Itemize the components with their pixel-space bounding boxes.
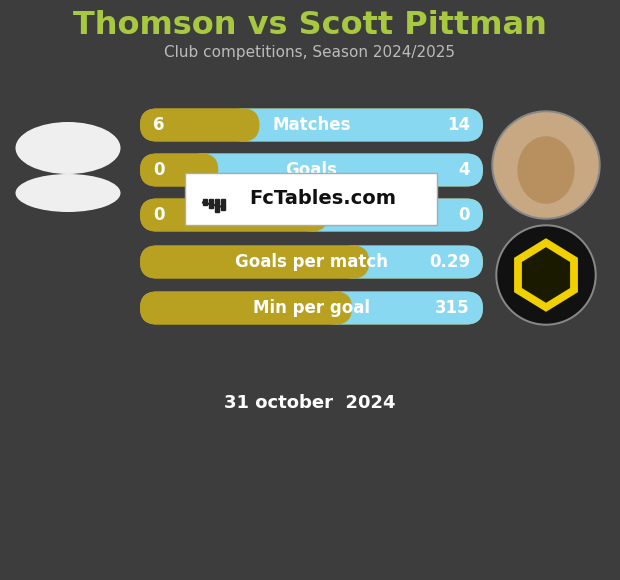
Text: 0.29: 0.29 [429,253,470,271]
FancyBboxPatch shape [226,108,483,142]
Polygon shape [515,239,577,311]
Text: 315: 315 [435,299,470,317]
Text: 4: 4 [458,161,470,179]
Text: FcTables.com: FcTables.com [249,190,397,208]
Polygon shape [523,248,569,302]
FancyBboxPatch shape [319,292,483,324]
Bar [209,199,213,208]
FancyBboxPatch shape [185,173,437,225]
Text: Goals: Goals [286,161,337,179]
FancyBboxPatch shape [185,154,483,187]
FancyBboxPatch shape [140,245,483,278]
FancyBboxPatch shape [295,198,483,231]
Ellipse shape [518,136,575,204]
Text: 0: 0 [153,206,164,224]
FancyBboxPatch shape [140,108,259,142]
Bar [221,199,225,209]
Text: Goals per match: Goals per match [235,253,388,271]
FancyBboxPatch shape [140,154,483,187]
Text: 0: 0 [459,206,470,224]
FancyBboxPatch shape [140,292,483,324]
FancyBboxPatch shape [140,198,483,231]
FancyBboxPatch shape [140,292,352,324]
Bar [203,199,207,205]
Text: Thomson vs Scott Pittman: Thomson vs Scott Pittman [73,9,547,41]
Ellipse shape [16,174,120,212]
Text: 14: 14 [447,116,470,134]
Text: 31 october  2024: 31 october 2024 [224,394,396,412]
Circle shape [496,225,596,325]
Ellipse shape [16,122,120,174]
Text: 6: 6 [153,116,164,134]
Circle shape [494,113,598,217]
Text: Hattricks: Hattricks [268,206,354,224]
FancyBboxPatch shape [140,108,483,142]
FancyBboxPatch shape [140,154,218,187]
Circle shape [498,227,594,323]
FancyBboxPatch shape [140,198,328,231]
FancyBboxPatch shape [140,245,369,278]
Circle shape [492,111,600,219]
FancyBboxPatch shape [336,245,483,278]
Text: Min per goal: Min per goal [253,299,370,317]
Text: 0: 0 [153,161,164,179]
Text: Club competitions, Season 2024/2025: Club competitions, Season 2024/2025 [164,45,456,60]
Bar [215,199,219,212]
Text: Matches: Matches [272,116,351,134]
